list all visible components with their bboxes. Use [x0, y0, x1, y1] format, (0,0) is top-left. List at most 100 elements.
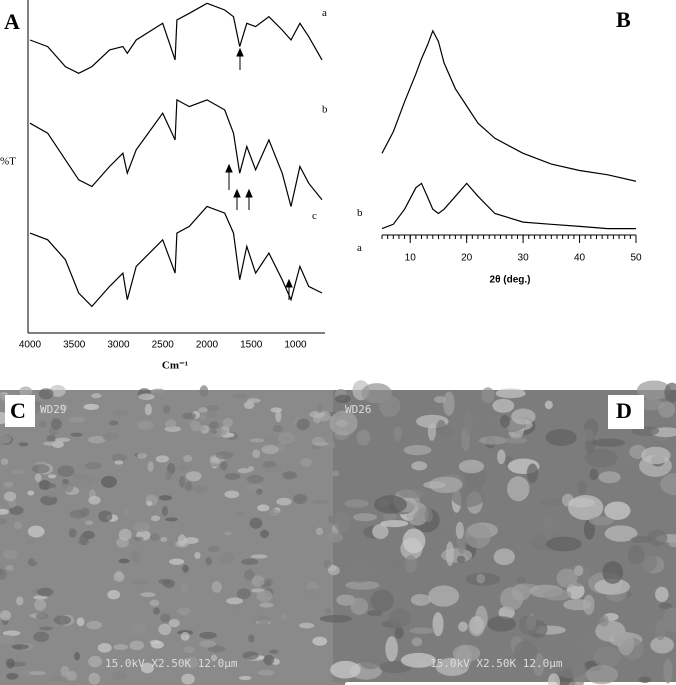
texture — [445, 541, 454, 567]
texture — [345, 563, 376, 583]
texture — [441, 548, 473, 563]
texture — [511, 408, 536, 425]
texture — [398, 488, 425, 498]
texture — [54, 437, 71, 443]
texture — [70, 432, 83, 437]
texture — [2, 630, 21, 636]
texture — [370, 589, 394, 612]
texture — [160, 536, 168, 542]
texture — [492, 398, 515, 413]
texture — [207, 545, 220, 553]
texture — [518, 614, 539, 636]
texture — [574, 565, 584, 577]
texture — [18, 442, 29, 447]
texture — [316, 403, 323, 414]
texture — [122, 508, 130, 516]
texture — [183, 646, 195, 654]
texture — [220, 460, 228, 471]
texture — [37, 587, 54, 597]
texture — [589, 468, 599, 481]
texture — [6, 672, 19, 680]
texture — [146, 500, 153, 507]
texture — [27, 490, 35, 496]
texture — [256, 488, 263, 495]
texture — [280, 613, 288, 621]
texture — [194, 551, 201, 560]
texture — [278, 441, 286, 452]
texture — [77, 475, 95, 487]
texture — [542, 589, 572, 601]
texture — [334, 511, 351, 533]
texture — [249, 517, 263, 529]
texture — [224, 490, 240, 499]
series-label: b — [322, 103, 328, 115]
texture — [261, 444, 280, 455]
texture — [209, 421, 219, 429]
texture — [140, 592, 156, 597]
texture — [257, 669, 275, 676]
texture — [636, 380, 671, 400]
texture — [331, 470, 340, 477]
texture — [26, 539, 36, 544]
texture — [107, 589, 121, 600]
texture — [464, 409, 474, 435]
texture — [165, 517, 178, 522]
texture — [252, 449, 261, 458]
texture — [259, 602, 274, 608]
texture — [149, 599, 160, 607]
texture — [33, 631, 50, 642]
texture — [246, 474, 264, 484]
texture — [85, 461, 103, 470]
texture — [404, 555, 417, 573]
panel-label: A — [4, 9, 20, 34]
texture — [367, 610, 383, 617]
texture — [268, 509, 281, 517]
texture — [456, 555, 466, 564]
label-box — [5, 395, 35, 427]
texture — [433, 395, 447, 404]
texture — [224, 531, 232, 536]
texture — [388, 608, 411, 628]
texture — [276, 497, 292, 506]
texture — [424, 507, 433, 523]
texture — [136, 452, 147, 459]
texture — [49, 384, 66, 397]
texture — [210, 654, 218, 662]
texture — [194, 425, 206, 432]
x-tick-label: 1000 — [284, 340, 307, 351]
x-tick-label: 30 — [518, 253, 530, 264]
texture — [240, 558, 259, 565]
texture — [128, 624, 147, 635]
texture — [113, 643, 129, 651]
texture — [664, 382, 676, 403]
texture — [356, 429, 371, 446]
texture — [478, 436, 507, 445]
texture — [516, 576, 527, 584]
texture — [205, 556, 212, 566]
texture — [68, 416, 86, 423]
series-label: a — [357, 242, 362, 254]
label-box — [608, 395, 644, 429]
texture — [638, 676, 652, 683]
texture — [80, 507, 90, 517]
texture — [593, 646, 622, 668]
texture — [3, 491, 17, 502]
texture — [638, 398, 664, 411]
texture — [59, 404, 69, 410]
texture — [323, 559, 332, 569]
texture — [585, 665, 619, 685]
texture — [481, 387, 495, 404]
texture — [299, 622, 315, 629]
spectrum-line — [29, 98, 323, 207]
sem-caption: 15.0kV X2.50K 12.0µm — [430, 657, 563, 670]
texture — [112, 410, 130, 417]
texture — [582, 594, 595, 615]
sem-tag: WD26 — [345, 403, 372, 416]
texture — [599, 615, 609, 627]
texture — [162, 579, 175, 589]
texture — [265, 435, 281, 444]
texture — [428, 585, 460, 607]
texture — [224, 473, 241, 480]
texture — [256, 590, 273, 602]
texture — [493, 548, 515, 566]
